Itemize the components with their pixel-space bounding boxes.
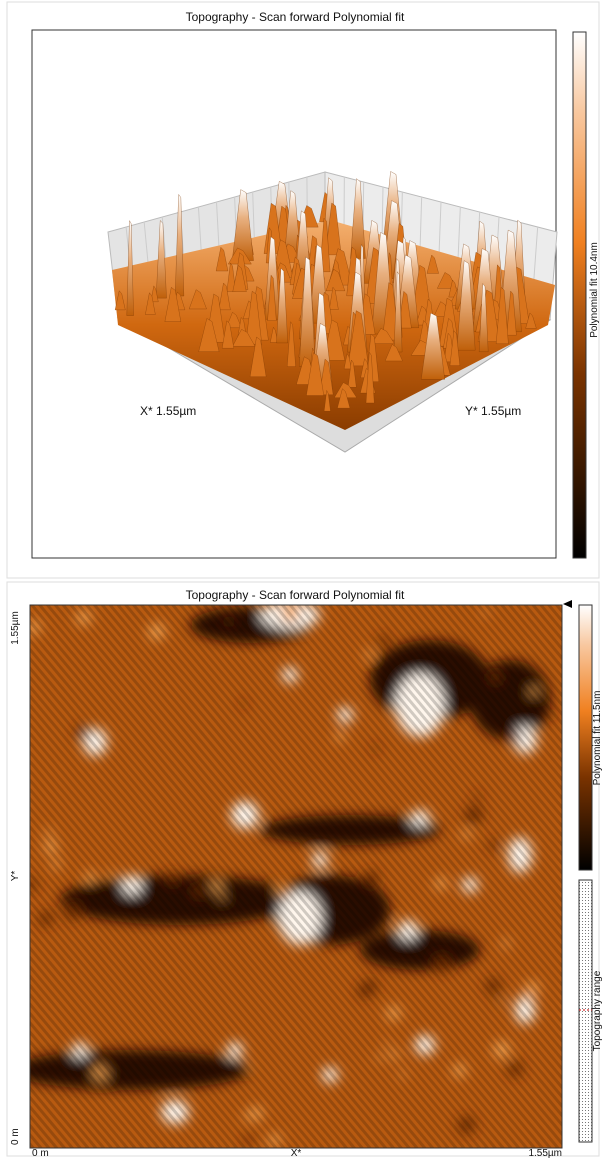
range-label: Topography range [592,970,602,1051]
y-axis-label: Y* 1.55µm [465,404,521,418]
colorbar [579,605,592,870]
panel-title: Topography - Scan forward Polynomial fit [186,588,405,602]
afm-window: Topography - Scan forward Polynomial fit… [0,0,602,1158]
y-mid-label: Y* [10,871,21,882]
panel-title: Topography - Scan forward Polynomial fit [186,10,405,24]
colorbar-label: Polynomial fit 10.4nm [589,242,600,338]
colorbar [573,32,586,558]
x-right-label: 1.55µm [528,1148,562,1158]
range-bar [579,880,592,1142]
y-bottom-label: 0 m [10,1128,21,1145]
colorbar-label: Polynomial fit 11.5nm [592,691,602,786]
x-left-label: 0 m [32,1148,49,1158]
y-top-label: 1.55µm [10,611,21,645]
x-axis-label: X* 1.55µm [140,404,196,418]
x-mid-label: X* [291,1148,302,1158]
topography-image [10,601,562,1148]
